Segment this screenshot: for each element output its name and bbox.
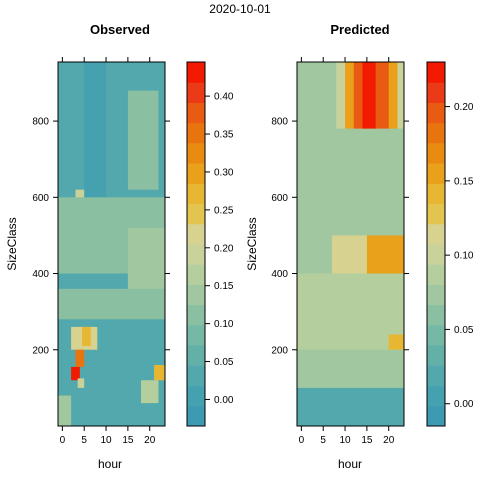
observed-heatmap-cell-10 [71,366,80,381]
predicted-y-axis-label: SizeClass [245,217,259,270]
observed-colorbar-tick-label: 0.05 [214,357,234,368]
predicted-colorbar-step-7 [427,264,445,285]
predicted-y-tick-label: 400 [271,269,288,280]
observed-colorbar-tick-label: 0.35 [214,130,234,141]
observed-colorbar-tick-label: 0.25 [214,205,234,216]
predicted-colorbar-step-2 [427,365,445,387]
predicted-colorbar-step-5 [427,304,445,326]
observed-colorbar-step-4 [187,324,205,346]
predicted-colorbar-tick-label: 0.10 [454,251,474,262]
observed-colorbar-step-14 [187,122,205,144]
observed-colorbar-step-1 [187,385,205,407]
observed-colorbar-frame [186,61,206,427]
observed-heatmap-cell-13 [140,380,159,404]
observed-heatmap-cell-12 [154,365,165,381]
observed-colorbar-step-10 [187,203,205,225]
observed-colorbar-step-17 [187,62,205,83]
observed-colorbar-step-15 [187,102,205,124]
predicted-colorbar-tick-label: 0.00 [454,399,474,410]
predicted-colorbar-frame [426,61,446,427]
predicted-colorbar-step-13 [427,142,445,164]
predicted-heatmap-cell-10 [297,387,404,426]
observed-colorbar-step-9 [187,223,205,245]
observed-x-tick-label: 10 [100,435,112,446]
predicted-heatmap-cell-8 [297,273,404,350]
observed-colorbar-step-8 [187,244,205,265]
predicted-colorbar-step-1 [427,385,445,407]
predicted-x-tick-label: 20 [383,435,395,446]
observed-colorbar-step-2 [187,365,205,387]
observed-colorbar-step-12 [187,163,205,184]
observed-colorbar-tick-label: 0.20 [214,243,234,254]
observed-y-tick-label: 800 [32,117,49,128]
predicted-colorbar-tick-label: 0.20 [454,102,474,113]
predicted-colorbar-tick-label: 0.15 [454,176,474,187]
predicted-colorbar-step-6 [427,284,445,306]
predicted-colorbar-step-16 [427,82,445,103]
observed-x-tick-label: 0 [60,435,66,446]
observed-y-tick-label: 600 [32,193,49,204]
observed-colorbar-step-3 [187,345,205,366]
observed-x-axis-label: hour [98,457,122,471]
predicted-colorbar-step-8 [427,244,445,265]
predicted-colorbar-step-14 [427,122,445,144]
predicted-plot-frame [296,61,405,427]
predicted-heatmap-cell-3 [362,62,376,129]
observed-colorbar-tick-label: 0.30 [214,167,234,178]
predicted-x-axis-label: hour [338,457,362,471]
observed-y-tick-label: 400 [32,269,49,280]
observed-heatmap-cell-9 [75,349,85,367]
predicted-x-tick-label: 15 [361,435,373,446]
predicted-heatmap-cell-9 [388,334,404,350]
predicted-colorbar-step-12 [427,163,445,184]
observed-x-tick-label: 15 [122,435,134,446]
observed-colorbar-step-5 [187,304,205,326]
observed-colorbar-tick-label: 0.15 [214,281,234,292]
observed-colorbar-step-11 [187,183,205,205]
predicted-colorbar-step-4 [427,324,445,346]
predicted-y-tick-label: 800 [271,117,288,128]
predicted-colorbar-tick-label: 0.05 [454,325,474,336]
predicted-colorbar-step-17 [427,62,445,83]
predicted-y-tick-label: 200 [271,345,288,356]
observed-colorbar-step-13 [187,142,205,164]
predicted-x-tick-label: 10 [339,435,351,446]
predicted-heatmap-cell-7 [366,235,404,274]
observed-heatmap-cell-6 [58,288,165,320]
observed-heatmap-cell-1 [127,90,159,190]
figure-date-title: 2020-10-01 [209,2,271,16]
predicted-panel-title: Predicted [330,22,389,37]
observed-heatmap-cell-14 [58,395,72,426]
observed-heatmap-cell-2 [84,62,107,198]
observed-colorbar-step-7 [187,264,205,285]
observed-plot-frame [57,61,166,427]
observed-colorbar-step-16 [187,82,205,103]
predicted-heatmap-cell-4 [336,128,404,198]
observed-heatmap-cell-8 [82,326,91,346]
observed-heatmap-cell-11 [77,378,85,388]
observed-colorbar-tick-label: 0.00 [214,395,234,406]
observed-colorbar-step-0 [187,405,205,427]
predicted-colorbar-step-9 [427,223,445,245]
observed-colorbar-tick-label: 0.10 [214,319,234,330]
predicted-colorbar-step-0 [427,405,445,427]
predicted-colorbar-step-3 [427,345,445,366]
observed-panel-title: Observed [90,22,150,37]
predicted-y-tick-label: 600 [271,193,288,204]
observed-x-tick-label: 20 [144,435,156,446]
observed-y-tick-label: 200 [32,345,49,356]
observed-colorbar-step-6 [187,284,205,306]
predicted-colorbar-step-11 [427,183,445,205]
predicted-colorbar-step-10 [427,203,445,225]
observed-colorbar-tick-label: 0.40 [214,92,234,103]
predicted-colorbar-step-15 [427,102,445,124]
observed-x-tick-label: 5 [81,435,87,446]
observed-y-axis-label: SizeClass [5,217,19,270]
predicted-x-tick-label: 5 [320,435,326,446]
predicted-x-tick-label: 0 [299,435,305,446]
